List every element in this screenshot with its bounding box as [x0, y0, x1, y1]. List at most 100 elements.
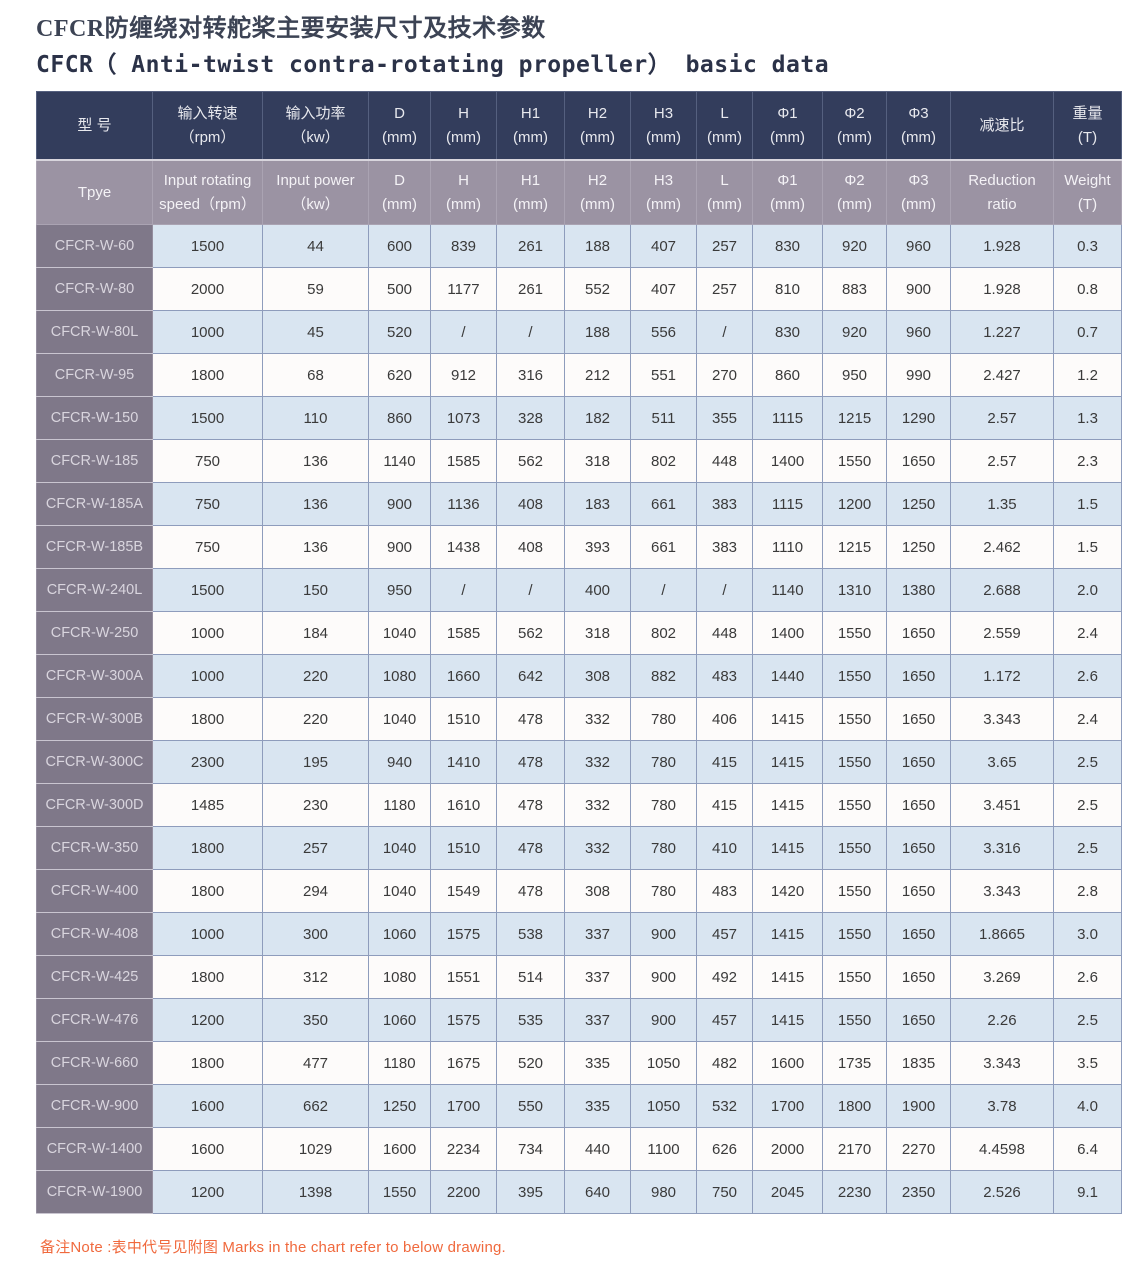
cell-Phi2: 1550 [822, 998, 887, 1042]
cell-L: 270 [696, 353, 753, 397]
cell-Phi2: 920 [822, 310, 887, 354]
cell-H3: 1100 [630, 1127, 697, 1171]
cell-Phi3: 2270 [886, 1127, 951, 1171]
cell-reduction: 2.462 [950, 525, 1054, 569]
table-row: CFCR-W-185B 750 136 900 1438 408 393 661 383 1110… [36, 525, 1122, 569]
row-model-label: CFCR-W-300B [36, 697, 153, 741]
header-cell-zh-H1: H1 (mm) [496, 91, 565, 161]
cell-Phi2: 1550 [822, 869, 887, 913]
cell-weight: 1.5 [1053, 482, 1122, 526]
cell-reduction: 1.8665 [950, 912, 1054, 956]
cell-H3: 780 [630, 869, 697, 913]
cell-L: 410 [696, 826, 753, 870]
cell-H3: / [630, 568, 697, 612]
cell-H2: 335 [564, 1084, 631, 1128]
cell-power: 662 [262, 1084, 369, 1128]
row-model-label: CFCR-W-1900 [36, 1170, 153, 1214]
row-model-label: CFCR-W-400 [36, 869, 153, 913]
cell-H: 1510 [430, 697, 497, 741]
row-model-label: CFCR-W-185 [36, 439, 153, 483]
row-model-label: CFCR-W-425 [36, 955, 153, 999]
table-row: CFCR-W-660 1800 477 1180 1675 520 335 1050 482 16… [36, 1041, 1122, 1085]
header-cell-en-reduction: Reduction ratio [950, 159, 1054, 225]
row-model-label: CFCR-W-300D [36, 783, 153, 827]
cell-reduction: 3.451 [950, 783, 1054, 827]
cell-H2: 188 [564, 224, 631, 268]
cell-power: 195 [262, 740, 369, 784]
cell-H3: 407 [630, 224, 697, 268]
row-model-label: CFCR-W-1400 [36, 1127, 153, 1171]
header-row-english: Tpye Input rotating speed（rpm） Input power （… [36, 159, 1122, 225]
cell-weight: 0.7 [1053, 310, 1122, 354]
table-row: CFCR-W-476 1200 350 1060 1575 535 337 900 457 141… [36, 998, 1122, 1042]
cell-power: 136 [262, 439, 369, 483]
cell-D: 1040 [368, 611, 431, 655]
cell-speed: 1000 [152, 611, 263, 655]
cell-H2: 183 [564, 482, 631, 526]
cell-Phi2: 2170 [822, 1127, 887, 1171]
row-model-label: CFCR-W-240L [36, 568, 153, 612]
cell-H: 1675 [430, 1041, 497, 1085]
cell-H2: 188 [564, 310, 631, 354]
cell-L: 448 [696, 611, 753, 655]
row-model-label: CFCR-W-300C [36, 740, 153, 784]
table-row: CFCR-W-95 1800 68 620 912 316 212 551 270 860 950 9… [36, 353, 1122, 397]
cell-H2: 182 [564, 396, 631, 440]
cell-speed: 1500 [152, 396, 263, 440]
cell-weight: 2.6 [1053, 654, 1122, 698]
cell-Phi3: 1650 [886, 611, 951, 655]
cell-Phi3: 1380 [886, 568, 951, 612]
cell-weight: 0.3 [1053, 224, 1122, 268]
table-row: CFCR-W-185A 750 136 900 1136 408 183 661 383 1115… [36, 482, 1122, 526]
cell-H: 1660 [430, 654, 497, 698]
cell-H2: 212 [564, 353, 631, 397]
cell-H2: 393 [564, 525, 631, 569]
row-model-label: CFCR-W-150 [36, 396, 153, 440]
cell-reduction: 2.526 [950, 1170, 1054, 1214]
cell-Phi1: 1700 [752, 1084, 823, 1128]
cell-speed: 1500 [152, 224, 263, 268]
cell-Phi1: 1600 [752, 1041, 823, 1085]
header-cell-en-Phi3: Φ3 (mm) [886, 159, 951, 225]
cell-L: 750 [696, 1170, 753, 1214]
cell-speed: 1800 [152, 955, 263, 999]
cell-Phi1: 1415 [752, 740, 823, 784]
cell-Phi3: 1650 [886, 955, 951, 999]
cell-reduction: 4.4598 [950, 1127, 1054, 1171]
cell-weight: 6.4 [1053, 1127, 1122, 1171]
cell-speed: 1000 [152, 310, 263, 354]
table-row: CFCR-W-1400 1600 1029 1600 2234 734 440 1100 626… [36, 1127, 1122, 1171]
cell-weight: 9.1 [1053, 1170, 1122, 1214]
cell-Phi2: 1550 [822, 955, 887, 999]
cell-Phi3: 960 [886, 224, 951, 268]
cell-H1: 538 [496, 912, 565, 956]
cell-D: 1060 [368, 912, 431, 956]
cell-speed: 2300 [152, 740, 263, 784]
cell-Phi1: 1115 [752, 482, 823, 526]
cell-H3: 556 [630, 310, 697, 354]
row-model-label: CFCR-W-80L [36, 310, 153, 354]
cell-power: 150 [262, 568, 369, 612]
cell-D: 1140 [368, 439, 431, 483]
header-cell-en-Phi2: Φ2 (mm) [822, 159, 887, 225]
cell-H1: 562 [496, 439, 565, 483]
cell-H3: 980 [630, 1170, 697, 1214]
cell-Phi3: 1650 [886, 439, 951, 483]
cell-power: 44 [262, 224, 369, 268]
cell-Phi1: 1400 [752, 611, 823, 655]
page-title-chinese: CFCR防缠绕对转舵桨主要安装尺寸及技术参数 [36, 16, 546, 42]
cell-weight: 2.5 [1053, 783, 1122, 827]
cell-H2: 640 [564, 1170, 631, 1214]
cell-L: 532 [696, 1084, 753, 1128]
table-row: CFCR-W-150 1500 110 860 1073 328 182 511 355 1115… [36, 396, 1122, 440]
table-row: CFCR-W-300C 2300 195 940 1410 478 332 780 415 141… [36, 740, 1122, 784]
row-model-label: CFCR-W-185A [36, 482, 153, 526]
cell-H3: 661 [630, 482, 697, 526]
row-model-label: CFCR-W-300A [36, 654, 153, 698]
cell-Phi1: 1110 [752, 525, 823, 569]
cell-H3: 882 [630, 654, 697, 698]
cell-speed: 1500 [152, 568, 263, 612]
cell-Phi2: 2230 [822, 1170, 887, 1214]
cell-power: 68 [262, 353, 369, 397]
